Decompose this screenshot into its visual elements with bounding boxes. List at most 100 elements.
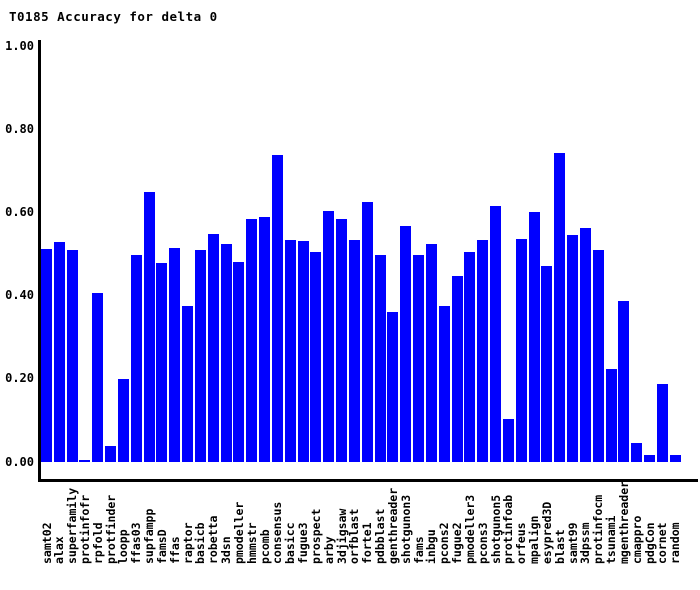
x-axis-label-hmmstr: hmmstr (245, 522, 259, 564)
x-axis-label-tsunami: tsunami (604, 515, 618, 564)
bar-orfeus (516, 239, 527, 462)
bar-pcomb (259, 217, 270, 462)
bar-ffas03 (131, 255, 142, 462)
x-axis-label-3dpssm: 3dpssm (578, 522, 592, 564)
bar-pcons3 (477, 240, 488, 462)
x-axis-label-famsD: famsD (155, 529, 169, 564)
x-axis-label-supfampp: supfampp (142, 508, 156, 564)
bar-supfampp (144, 192, 155, 462)
bar-superfamily (67, 250, 78, 462)
bar-alax (54, 242, 65, 462)
x-axis-label-basicb: basicb (193, 522, 207, 564)
x-axis-label-ffas: ffas (168, 536, 182, 564)
bar-protfinder (105, 446, 116, 462)
x-axis-line (38, 479, 698, 482)
bar-prospect (310, 252, 321, 462)
bar-cmappro (631, 443, 642, 462)
x-axis-label-arby: arby (322, 536, 336, 564)
bar-consensus (272, 155, 283, 462)
x-axis-label-protinfofr: protinfofr (78, 494, 92, 564)
x-axis-label-inbgu: inbgu (424, 529, 438, 564)
x-axis-label-mgenthreader: mgenthreader (617, 480, 631, 564)
x-axis-label-fugue2: fugue2 (450, 522, 464, 564)
y-axis-line (38, 40, 41, 481)
bar-esypred3D (541, 266, 552, 462)
bar-pdgCon (644, 455, 655, 462)
bar-protinfofr (79, 460, 90, 462)
x-axis-label-blast: blast (553, 529, 567, 564)
bar-fugue2 (452, 276, 463, 462)
x-axis-label-alax: alax (52, 536, 66, 564)
bar-robetta (208, 234, 219, 462)
bar-tsunami (606, 369, 617, 462)
bar-blast (554, 153, 565, 462)
bar-ffas (169, 248, 180, 462)
bar-3dsn (221, 244, 232, 462)
y-tick-label: 0.40 (5, 288, 34, 302)
x-axis-label-pcons2: pcons2 (437, 522, 451, 564)
y-tick-label: 0.00 (5, 455, 34, 469)
bar-samt02 (41, 249, 52, 462)
bar-3dpssm (580, 228, 591, 462)
x-axis-label-consensus: consensus (270, 501, 284, 564)
bar-shotgunon3 (400, 226, 411, 462)
bar-raptor (182, 306, 193, 462)
bar-loopp (118, 379, 129, 462)
bar-pmodeller3 (464, 252, 475, 462)
x-axis-label-3dsn: 3dsn (219, 536, 233, 564)
x-axis-label-robetta: robetta (206, 515, 220, 564)
x-axis-label-protinfocm: protinfocm (591, 494, 605, 564)
bar-genthreader (387, 312, 398, 462)
x-axis-label-basicc: basicc (283, 522, 297, 564)
bar-pdbblast (375, 255, 386, 462)
x-axis-label-loopp: loopp (116, 529, 130, 564)
x-axis-label-prospect: prospect (309, 508, 323, 564)
bar-protinfoab (503, 419, 514, 462)
x-axis-label-random: random (668, 522, 682, 564)
bar-3djigsaw (336, 219, 347, 462)
x-axis-label-mpalign: mpalign (527, 515, 541, 564)
bar-forte1 (362, 202, 373, 462)
bar-pcons2 (439, 306, 450, 462)
bar-rpfold (92, 293, 103, 462)
x-axis-label-pdbblast: pdbblast (373, 508, 387, 564)
bar-basicc (285, 240, 296, 462)
bar-pmodeller (233, 262, 244, 462)
x-axis-label-rpfold: rpfold (91, 522, 105, 564)
x-axis-label-cornet: cornet (655, 522, 669, 564)
chart-title: T0185 Accuracy for delta 0 (9, 9, 218, 24)
x-axis-label-esypred3D: esypred3D (540, 501, 554, 564)
bar-mpalign (529, 212, 540, 462)
bar-famsD (156, 263, 167, 462)
bar-shotgunon5 (490, 206, 501, 462)
x-axis-label-cmappro: cmappro (630, 515, 644, 564)
x-axis-label-orfblast: orfblast (347, 508, 361, 564)
bar-hmmstr (246, 219, 257, 462)
y-tick-label: 0.20 (5, 371, 34, 385)
x-axis-label-forte1: forte1 (360, 522, 374, 564)
x-axis-label-fugue3: fugue3 (296, 522, 310, 564)
bar-cornet (657, 384, 668, 462)
bar-arby (323, 211, 334, 462)
bar-fugue3 (298, 241, 309, 462)
bar-orfblast (349, 240, 360, 462)
bar-samt99 (567, 235, 578, 462)
bar-inbgu (426, 244, 437, 462)
x-axis-label-pmodeller: pmodeller (232, 501, 246, 564)
bar-mgenthreader (618, 301, 629, 462)
bar-fams (413, 255, 424, 462)
x-axis-label-protinfoab: protinfoab (501, 494, 515, 564)
bar-basicb (195, 250, 206, 462)
x-axis-label-shotgunon3: shotgunon3 (399, 494, 413, 564)
x-axis-label-pcons3: pcons3 (476, 522, 490, 564)
x-axis-label-genthreader: genthreader (386, 487, 400, 564)
bar-random (670, 455, 681, 462)
x-axis-label-ffas03: ffas03 (129, 522, 143, 564)
x-axis-label-orfeus: orfeus (514, 522, 528, 564)
y-tick-label: 0.60 (5, 205, 34, 219)
x-axis-label-pmodeller3: pmodeller3 (463, 494, 477, 564)
bar-protinfocm (593, 250, 604, 462)
y-tick-label: 0.80 (5, 122, 34, 136)
y-tick-label: 1.00 (5, 39, 34, 53)
